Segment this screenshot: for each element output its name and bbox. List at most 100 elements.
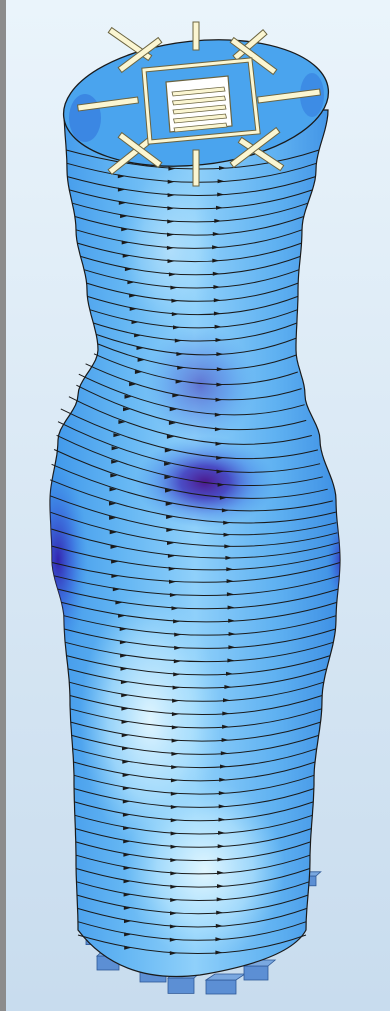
- load-arrow-marker: [213, 298, 221, 303]
- load-arrow-marker: [111, 459, 119, 464]
- floor-edge-line: [73, 788, 315, 808]
- floor-edge-line: [75, 868, 310, 888]
- floor-edge-line: [93, 353, 298, 386]
- load-arrow-marker: [121, 693, 129, 698]
- load-arrow-marker: [172, 698, 180, 703]
- load-arrow-marker: [226, 671, 233, 676]
- load-arrow-marker: [131, 320, 139, 325]
- load-arrow-marker: [177, 365, 185, 370]
- load-arrow-marker: [173, 619, 181, 624]
- load-arrow-marker: [110, 544, 118, 549]
- load-arrow-marker: [115, 600, 123, 605]
- floor-edge-line: [77, 934, 307, 955]
- floor-edge-line: [68, 396, 312, 445]
- floor-edge-line: [57, 588, 339, 610]
- load-arrow-marker: [225, 555, 233, 560]
- tower-body: [49, 109, 341, 978]
- load-arrow-marker: [122, 253, 130, 258]
- load-arrow-marker: [164, 475, 172, 480]
- floor-edge-line: [78, 373, 305, 416]
- load-arrow-marker: [111, 446, 119, 451]
- floor-edge-line: [50, 511, 338, 547]
- load-arrow-marker: [120, 214, 128, 219]
- load-arrow-marker: [122, 786, 130, 791]
- load-arrow-marker: [172, 685, 180, 690]
- load-arrow-marker: [123, 879, 131, 884]
- load-arrow-marker: [119, 627, 127, 631]
- floor-edge-line: [69, 695, 323, 715]
- load-arrow-marker: [174, 338, 182, 343]
- load-arrow-marker: [124, 932, 132, 937]
- floor-edge-line: [85, 363, 302, 401]
- load-arrow-marker: [212, 232, 220, 236]
- load-arrow-marker: [217, 192, 225, 197]
- load-arrow-marker: [219, 166, 226, 170]
- floor-edge-line: [72, 202, 309, 223]
- load-arrow-marker: [215, 397, 223, 402]
- load-arrow-marker: [221, 508, 229, 513]
- core-ring-beam: [142, 58, 260, 144]
- stress-zone-low-light-2: [125, 780, 285, 960]
- load-arrow-marker: [167, 193, 175, 198]
- load-arrow-marker: [118, 613, 126, 618]
- load-arrow-marker: [212, 271, 220, 276]
- load-arrow-marker: [216, 910, 224, 915]
- load-arrow-marker: [168, 166, 176, 171]
- load-arrow-marker: [216, 897, 224, 902]
- shear-wall: [237, 136, 285, 172]
- load-arrow-marker: [170, 778, 178, 783]
- load-arrow-marker: [216, 382, 224, 387]
- load-arrow-marker: [217, 870, 225, 875]
- load-arrow-marker: [120, 680, 128, 685]
- floor-edge-line: [61, 601, 337, 623]
- load-arrow-marker: [111, 559, 119, 564]
- shear-wall: [232, 29, 268, 61]
- load-arrow-marker: [219, 495, 227, 500]
- load-arrow-marker: [168, 566, 176, 571]
- load-arrow-marker: [216, 469, 224, 474]
- floor-edge-line: [63, 615, 337, 636]
- load-arrow-marker: [218, 817, 226, 822]
- load-arrow-marker: [118, 420, 126, 424]
- load-arrow-marker: [170, 285, 178, 290]
- load-arrow-marker: [216, 367, 224, 372]
- floor-edge-line: [53, 449, 328, 499]
- floor-edge-line: [49, 495, 337, 536]
- floor-edge-line: [70, 721, 321, 742]
- load-arrow-marker: [215, 338, 223, 342]
- load-arrow-marker: [127, 280, 135, 285]
- load-arrow-marker: [171, 738, 179, 743]
- load-arrow-marker: [165, 501, 173, 506]
- load-arrow-marker: [169, 593, 177, 597]
- load-arrow-marker: [110, 473, 118, 478]
- load-arrow-marker: [219, 777, 227, 782]
- floor-edge-line: [74, 814, 313, 835]
- load-arrow-marker: [170, 831, 178, 836]
- load-arrow-marker: [136, 346, 144, 350]
- floor-edge-line: [71, 734, 319, 755]
- load-arrow-marker: [171, 765, 179, 770]
- floor-edge-line: [80, 255, 301, 276]
- load-arrow-marker: [122, 759, 130, 764]
- load-arrow-marker: [174, 645, 182, 650]
- load-arrow-marker: [167, 179, 175, 184]
- load-arrow-marker: [217, 884, 224, 889]
- floor-edge-line: [87, 295, 299, 316]
- load-arrow-marker: [169, 924, 177, 929]
- model-canvas[interactable]: [6, 0, 390, 1011]
- load-arrow-marker: [129, 306, 137, 311]
- load-arrow-marker: [173, 659, 181, 664]
- load-arrow-marker: [214, 218, 222, 223]
- load-arrow-marker: [222, 711, 230, 716]
- load-arrow-marker: [224, 685, 232, 689]
- load-arrow-marker: [227, 605, 235, 610]
- load-arrow-marker: [123, 839, 131, 844]
- floor-edge-line: [67, 668, 327, 689]
- load-arrow-marker: [170, 791, 178, 796]
- floor-edge-line: [75, 854, 311, 875]
- load-arrow-marker: [172, 393, 180, 398]
- load-arrow-marker: [168, 272, 176, 277]
- floor-edge-line: [51, 528, 339, 559]
- floor-edge-line: [51, 545, 340, 571]
